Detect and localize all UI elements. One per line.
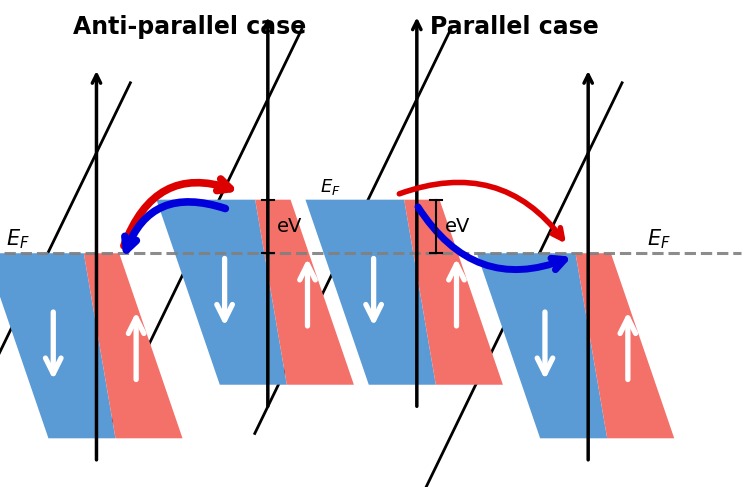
Text: eV: eV xyxy=(276,217,302,236)
Polygon shape xyxy=(0,253,115,438)
Text: $E_F$: $E_F$ xyxy=(320,177,341,197)
Text: $E_F$: $E_F$ xyxy=(6,227,30,251)
Polygon shape xyxy=(305,200,436,385)
Polygon shape xyxy=(83,253,183,438)
Polygon shape xyxy=(404,200,503,385)
Polygon shape xyxy=(255,200,354,385)
Text: eV: eV xyxy=(445,217,471,236)
Text: Parallel case: Parallel case xyxy=(430,15,598,38)
Polygon shape xyxy=(477,253,607,438)
Polygon shape xyxy=(575,253,674,438)
Polygon shape xyxy=(156,200,287,385)
Text: $E_F$: $E_F$ xyxy=(647,227,671,251)
Text: Anti-parallel case: Anti-parallel case xyxy=(73,15,307,38)
